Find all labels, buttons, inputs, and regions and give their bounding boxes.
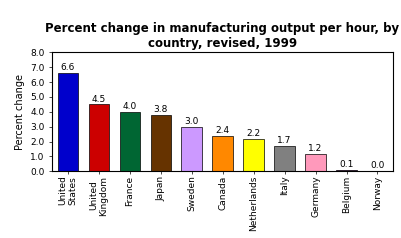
- Bar: [336, 170, 356, 171]
- Text: 1.2: 1.2: [308, 144, 323, 153]
- Bar: [89, 104, 109, 171]
- Title: Percent change in manufacturing output per hour, by
country, revised, 1999: Percent change in manufacturing output p…: [45, 22, 400, 50]
- Text: 3.8: 3.8: [154, 105, 168, 114]
- Bar: [119, 112, 140, 171]
- Text: 4.5: 4.5: [91, 94, 106, 104]
- Bar: [306, 154, 326, 171]
- Bar: [243, 139, 263, 171]
- Bar: [213, 136, 233, 171]
- Bar: [150, 115, 171, 171]
- Text: 0.0: 0.0: [370, 161, 385, 170]
- Text: 4.0: 4.0: [122, 102, 137, 111]
- Bar: [182, 127, 202, 171]
- Text: 2.4: 2.4: [215, 126, 230, 135]
- Y-axis label: Percent change: Percent change: [14, 74, 24, 150]
- Text: 3.0: 3.0: [184, 117, 199, 126]
- Text: 0.1: 0.1: [339, 160, 354, 169]
- Bar: [274, 146, 295, 171]
- Bar: [58, 73, 78, 171]
- Text: 1.7: 1.7: [277, 136, 292, 145]
- Text: 6.6: 6.6: [61, 63, 75, 72]
- Text: 2.2: 2.2: [247, 129, 261, 138]
